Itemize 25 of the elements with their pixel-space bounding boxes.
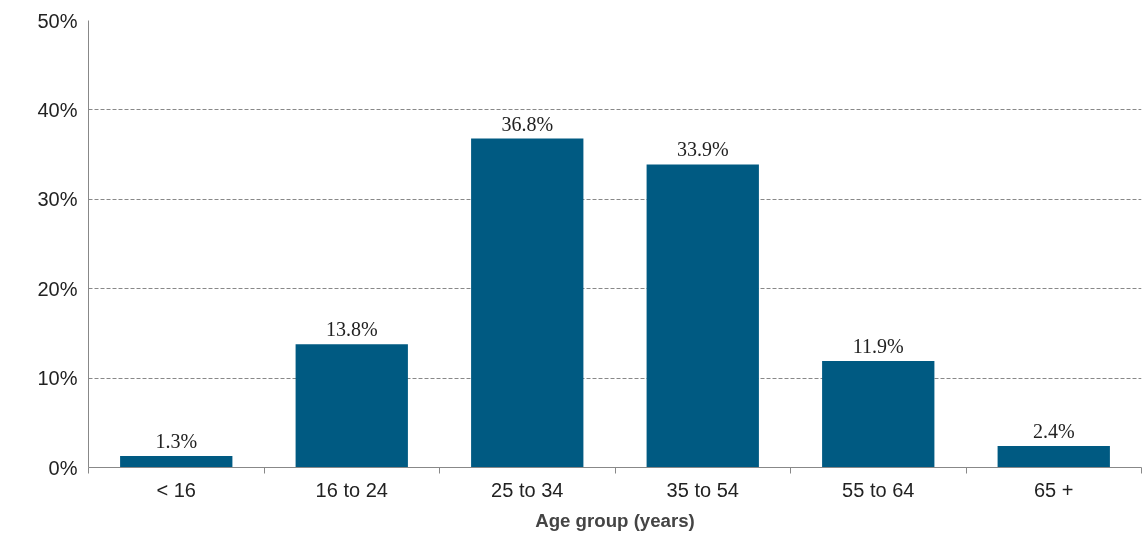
bar (295, 344, 408, 468)
x-tick-label: 65 + (1034, 478, 1074, 501)
y-tick-label: 50% (37, 9, 78, 32)
x-tick-label: 35 to 54 (666, 478, 739, 501)
x-tick-label: < 16 (156, 478, 196, 501)
data-label: 11.9% (852, 335, 904, 358)
data-label: 36.8% (501, 112, 554, 135)
data-label: 1.3% (155, 429, 198, 452)
data-label: 13.8% (325, 318, 378, 341)
bar (997, 446, 1110, 468)
data-label: 2.4% (1032, 420, 1075, 443)
x-tick-label: 25 to 34 (491, 478, 564, 501)
y-tick-label: 40% (37, 98, 78, 121)
y-tick-label: 20% (37, 277, 78, 300)
x-tick-label: 55 to 64 (842, 478, 915, 501)
bar (120, 455, 233, 468)
bar (646, 164, 759, 468)
x-tick-label: 16 to 24 (315, 478, 388, 501)
x-axis-title: Age group (years) (535, 509, 695, 531)
bar (471, 138, 584, 468)
y-tick-label: 0% (48, 456, 78, 479)
y-tick-label: 30% (37, 188, 78, 211)
y-tick-label: 10% (37, 367, 78, 390)
bar (822, 361, 935, 468)
data-label: 33.9% (676, 138, 729, 161)
